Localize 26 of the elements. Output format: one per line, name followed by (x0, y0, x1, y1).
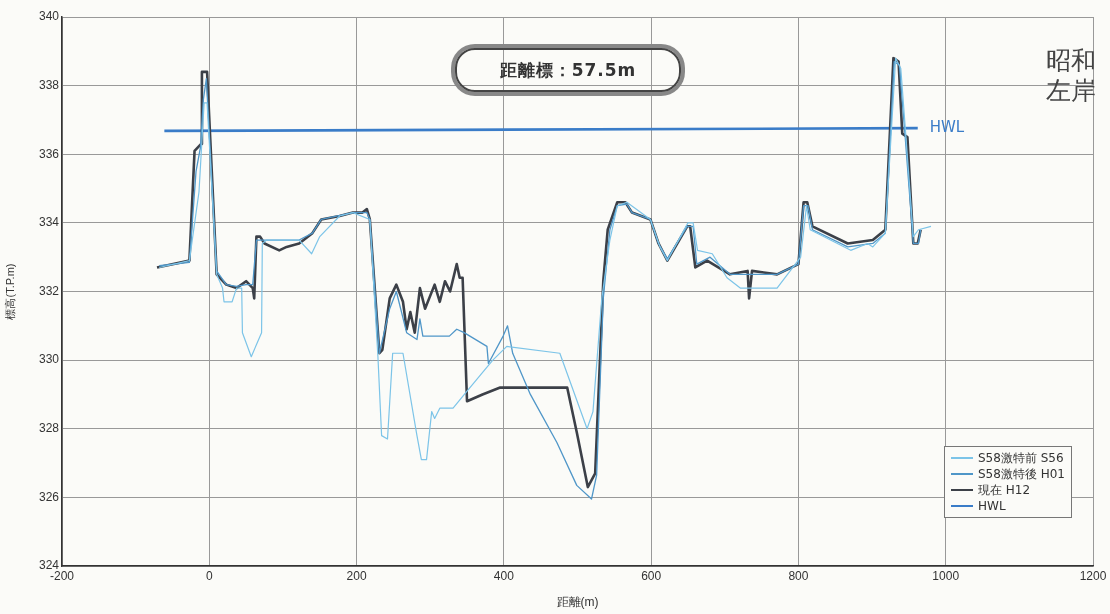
x-tick-label: -200 (49, 568, 75, 583)
x-tick-label: 400 (493, 568, 515, 583)
legend-label: S58激特前 S56 (978, 449, 1064, 467)
x-tick-label: 0 (205, 568, 213, 583)
y-tick-label: 328 (38, 421, 60, 436)
x-tick-label: 1200 (1079, 568, 1107, 583)
y-tick-label: 330 (38, 352, 60, 367)
y-tick-label: 334 (38, 215, 60, 230)
legend-label: 現在 H12 (978, 481, 1031, 499)
annotation: 昭和 (1046, 46, 1096, 76)
y-tick-label: 326 (38, 489, 60, 504)
x-tick-label: 600 (641, 568, 662, 583)
text: 距離標：57.5m (455, 48, 681, 92)
legend-label: HWL (978, 499, 1006, 513)
x-axis-title: 距離(m) (556, 595, 599, 610)
y-axis-title: 標高(T.P.m) (3, 263, 16, 320)
x-tick-label: 800 (788, 568, 809, 583)
annotation: 左岸 (1046, 76, 1096, 106)
x-tick-label: 200 (346, 568, 367, 583)
y-tick-label: 340 (38, 9, 60, 24)
legend-label: S58激特後 H01 (978, 465, 1065, 483)
y-tick-label: 338 (38, 77, 60, 92)
annotation: HWL (929, 118, 965, 137)
x-tick-label: 1000 (932, 568, 960, 583)
y-tick-label: 332 (38, 283, 60, 298)
y-tick-label: 336 (38, 146, 60, 161)
